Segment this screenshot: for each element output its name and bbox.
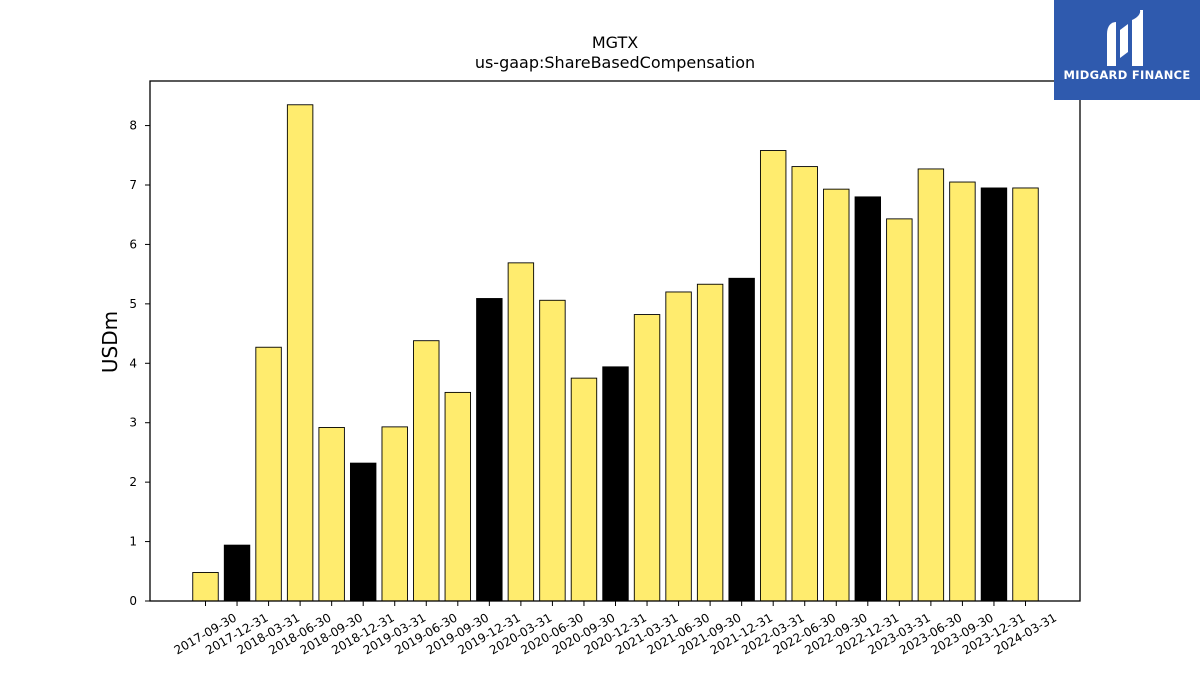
x-ticks-group: 2017-09-302017-12-312018-03-312018-06-30… <box>172 601 1059 657</box>
bar <box>539 299 566 602</box>
midgard-logo-mark-icon <box>1107 10 1143 66</box>
bar <box>886 218 913 602</box>
y-tick-label: 7 <box>129 178 137 192</box>
brand-name: MIDGARD FINANCE <box>1063 68 1191 82</box>
chart-subtitle: us-gaap:ShareBasedCompensation <box>475 53 755 72</box>
bar <box>1012 187 1039 602</box>
plot-frame <box>149 80 1081 602</box>
bar <box>728 277 755 602</box>
y-tick-label: 8 <box>129 119 137 133</box>
bar <box>476 298 503 602</box>
bar <box>286 104 314 602</box>
y-tick-label: 2 <box>129 475 137 489</box>
y-tick-label: 5 <box>129 297 137 311</box>
bar <box>570 377 598 602</box>
bar <box>318 427 345 602</box>
y-ticks-group: 0 1 2 3 4 5 6 7 8 <box>129 119 150 608</box>
bar <box>507 262 535 602</box>
bar <box>381 426 408 602</box>
bar <box>633 314 661 602</box>
y-tick-label: 4 <box>129 356 137 370</box>
bar <box>444 391 472 602</box>
bar <box>791 166 818 602</box>
midgard-finance-logo: MIDGARD FINANCE <box>1054 0 1200 100</box>
bar <box>192 572 219 602</box>
y-tick-label: 1 <box>129 535 137 549</box>
bar <box>759 150 787 602</box>
chart-title: MGTX <box>592 33 638 52</box>
bar <box>255 346 282 602</box>
y-tick-label: 6 <box>129 237 137 251</box>
bar <box>349 462 377 602</box>
bar <box>823 188 850 602</box>
bars-group <box>192 104 1039 602</box>
bar <box>980 187 1008 602</box>
bar <box>854 196 882 602</box>
bar <box>696 283 724 602</box>
bar <box>949 181 976 602</box>
bar <box>223 544 251 602</box>
y-axis-label: USDm <box>98 311 122 373</box>
bar <box>665 291 692 602</box>
bar <box>917 168 945 602</box>
y-tick-label: 3 <box>129 416 137 430</box>
bar <box>413 340 440 602</box>
bar <box>602 366 629 602</box>
y-tick-label: 0 <box>129 594 137 608</box>
